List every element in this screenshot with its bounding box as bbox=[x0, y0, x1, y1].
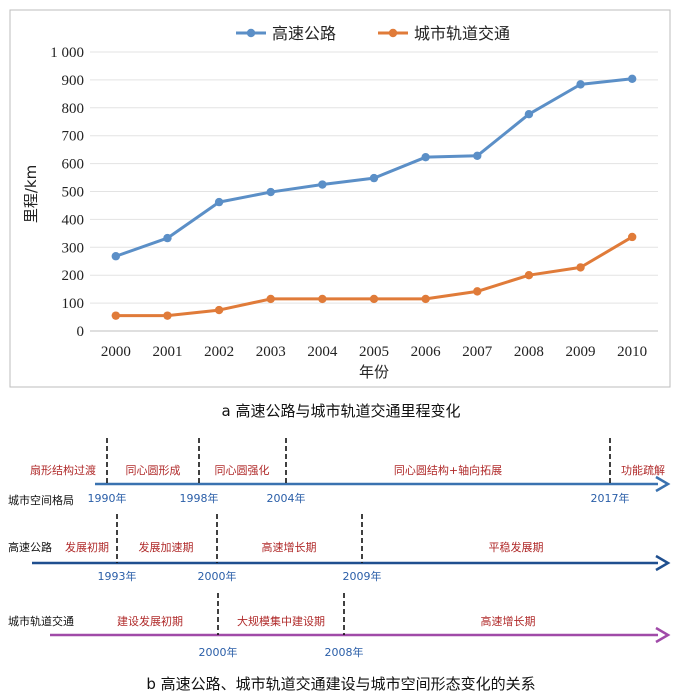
data-point bbox=[214, 305, 224, 315]
x-tick-label: 2001 bbox=[152, 344, 182, 360]
timeline-phase-label: 平稳发展期 bbox=[489, 540, 544, 554]
timeline-row: 高速公路 1993年 2000年 2009年 发展初期 发展加速期 高速增长期 平稳发展期 bbox=[8, 514, 671, 583]
data-point bbox=[627, 74, 637, 83]
timeline-row-title: 高速公路 bbox=[8, 540, 52, 554]
chart-series bbox=[111, 74, 637, 320]
timeline-phase-label: 发展初期 bbox=[65, 540, 109, 554]
timeline-phase-label: 发展加速期 bbox=[139, 540, 194, 554]
x-tick-labels: 2000 2001 2002 2003 2004 2005 2006 2007 2008 2009… bbox=[101, 344, 647, 360]
y-tick-label: 100 bbox=[62, 296, 85, 312]
y-tick-label: 1 000 bbox=[50, 45, 84, 61]
arrowhead bbox=[655, 554, 671, 572]
y-tick-label: 0 bbox=[77, 324, 85, 340]
data-point bbox=[111, 311, 121, 320]
data-point bbox=[318, 180, 327, 189]
timeline-year-label: 2000年 bbox=[198, 569, 237, 583]
timeline-year-label: 2004年 bbox=[267, 491, 306, 505]
timeline-phase-label: 大规模集中建设期 bbox=[237, 614, 325, 628]
data-point bbox=[214, 197, 224, 207]
data-point bbox=[163, 311, 172, 320]
x-tick-label: 2002 bbox=[204, 344, 234, 360]
timeline-phase-label: 同心圆形成 bbox=[126, 464, 181, 477]
y-tick-label: 200 bbox=[62, 268, 85, 284]
y-axis-label: 里程/km bbox=[22, 165, 40, 223]
x-tick-label: 2010 bbox=[617, 344, 647, 360]
data-point bbox=[473, 151, 482, 160]
timeline-row-title: 城市空间格局 bbox=[8, 493, 74, 507]
x-tick-label: 2008 bbox=[514, 344, 544, 360]
y-tick-label: 600 bbox=[62, 157, 85, 173]
timeline-phase-label: 高速增长期 bbox=[481, 614, 536, 628]
timeline-year-label: 1993年 bbox=[98, 569, 137, 583]
timeline-year-label: 2000年 bbox=[199, 645, 238, 659]
legend-label: 城市轨道交通 bbox=[414, 24, 510, 43]
y-tick-labels: 0 100 200 300 400 500 600 700 800 900 1 000 bbox=[50, 45, 84, 340]
caption-a: a 高速公路与城市轨道交通里程变化 bbox=[222, 402, 461, 420]
timeline-phase-label: 高速增长期 bbox=[262, 540, 317, 554]
x-tick-label: 2006 bbox=[411, 344, 442, 360]
legend-label: 高速公路 bbox=[272, 24, 336, 43]
x-tick-label: 2000 bbox=[101, 344, 131, 360]
data-point bbox=[627, 232, 637, 242]
data-point bbox=[369, 173, 379, 183]
data-point bbox=[266, 294, 275, 304]
data-point bbox=[266, 187, 275, 197]
x-tick-label: 2009 bbox=[566, 344, 596, 360]
x-tick-label: 2007 bbox=[462, 344, 493, 360]
timeline-year-label: 1998年 bbox=[180, 491, 219, 505]
data-point bbox=[111, 252, 121, 261]
y-tick-label: 800 bbox=[62, 101, 85, 117]
data-point bbox=[524, 110, 534, 119]
data-point bbox=[369, 294, 379, 304]
legend-marker bbox=[388, 28, 398, 38]
timeline-row-title: 城市轨道交通 bbox=[8, 614, 74, 628]
timeline-year-label: 1990年 bbox=[88, 491, 127, 505]
data-point bbox=[576, 80, 585, 89]
timeline-year-label: 2017年 bbox=[591, 491, 630, 505]
timeline-phase-label: 同心圆强化 bbox=[215, 463, 270, 477]
x-tick-label: 2005 bbox=[359, 344, 389, 360]
chart-grid bbox=[90, 51, 658, 332]
caption-b: b 高速公路、城市轨道交通建设与城市空间形态变化的关系 bbox=[146, 675, 535, 693]
timeline-phase-label: 建设发展初期 bbox=[117, 614, 183, 628]
data-point bbox=[473, 287, 482, 296]
data-point bbox=[524, 271, 534, 280]
data-point bbox=[163, 233, 172, 243]
y-tick-label: 700 bbox=[62, 129, 85, 145]
timeline-phase-label: 同心圆结构+轴向拓展 bbox=[394, 463, 502, 477]
legend-marker bbox=[246, 28, 256, 38]
chart-frame bbox=[9, 9, 671, 388]
y-tick-label: 300 bbox=[62, 240, 85, 256]
data-point bbox=[421, 152, 430, 162]
timeline-row: 城市空间格局 1990年 1998年 2004年 2017年 扇形结构过渡 同心圆形成 同心圆… bbox=[8, 438, 671, 507]
arrowhead bbox=[655, 475, 671, 493]
timeline-year-label: 2008年 bbox=[325, 645, 364, 659]
data-point bbox=[576, 263, 585, 272]
x-tick-label: 2004 bbox=[307, 344, 338, 360]
arrowhead bbox=[655, 626, 671, 644]
y-tick-label: 500 bbox=[62, 185, 85, 201]
data-point bbox=[421, 294, 430, 304]
y-tick-label: 900 bbox=[62, 73, 85, 89]
data-point bbox=[318, 294, 327, 304]
timeline-year-label: 2009年 bbox=[343, 569, 382, 583]
x-tick-label: 2003 bbox=[256, 344, 286, 360]
chart-legend: 高速公路 城市轨道交通 bbox=[236, 24, 510, 43]
timeline-phase-label: 功能疏解 bbox=[621, 463, 665, 477]
timeline-row: 城市轨道交通 2000年 2008年 建设发展初期 大规模集中建设期 高速增长期 bbox=[8, 593, 671, 659]
x-axis-label: 年份 bbox=[359, 363, 389, 381]
y-tick-label: 400 bbox=[62, 212, 85, 228]
timeline-diagram: 城市空间格局 1990年 1998年 2004年 2017年 扇形结构过渡 同心圆形成 同心圆… bbox=[8, 438, 671, 659]
timeline-phase-label: 扇形结构过渡 bbox=[30, 463, 96, 477]
